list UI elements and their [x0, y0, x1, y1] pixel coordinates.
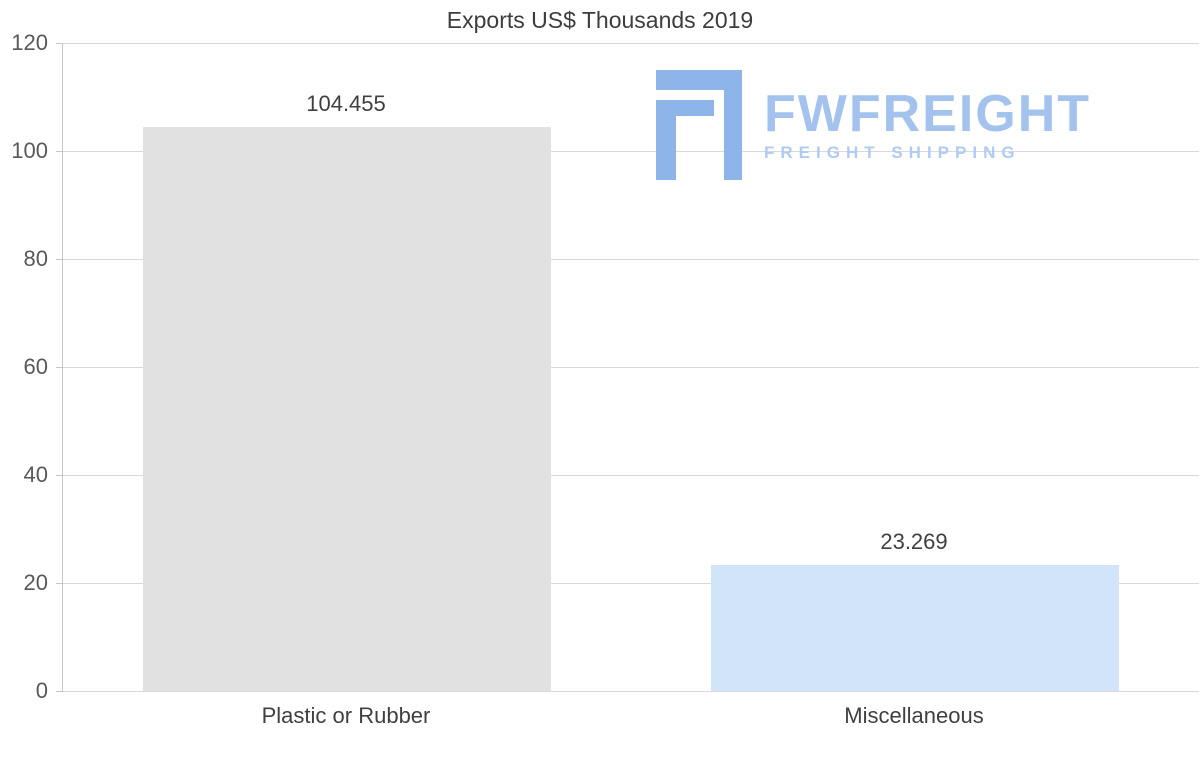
- axis-tick: [56, 475, 63, 476]
- axis-tick: [56, 691, 63, 692]
- bar-2: [711, 565, 1119, 691]
- y-tick-label: 100: [11, 138, 48, 163]
- gridline: [63, 367, 1199, 368]
- y-tick-label: 0: [35, 678, 48, 703]
- axis-tick: [56, 583, 63, 584]
- category-label: Miscellaneous: [844, 703, 984, 728]
- y-tick-label: 80: [23, 246, 48, 271]
- y-tick-label: 20: [23, 570, 48, 595]
- axis-tick: [56, 43, 63, 44]
- gridline: [63, 43, 1199, 44]
- axis-tick: [56, 367, 63, 368]
- axis-tick: [56, 259, 63, 260]
- gridline: [63, 691, 1199, 692]
- gridline: [63, 259, 1199, 260]
- gridline: [63, 475, 1199, 476]
- gridline: [63, 151, 1199, 152]
- bar-1: [143, 126, 551, 691]
- y-tick-label: 120: [11, 30, 48, 55]
- bar-value-label: 104.455: [306, 90, 386, 116]
- gridline: [63, 583, 1199, 584]
- y-tick-label: 60: [23, 354, 48, 379]
- bar-value-label: 23.269: [880, 529, 948, 555]
- y-tick-label: 40: [23, 462, 48, 487]
- axis-tick: [56, 151, 63, 152]
- plot-area: [56, 43, 1199, 692]
- chart-title: Exports US$ Thousands 2019: [446, 7, 754, 33]
- category-label: Plastic or Rubber: [261, 703, 431, 728]
